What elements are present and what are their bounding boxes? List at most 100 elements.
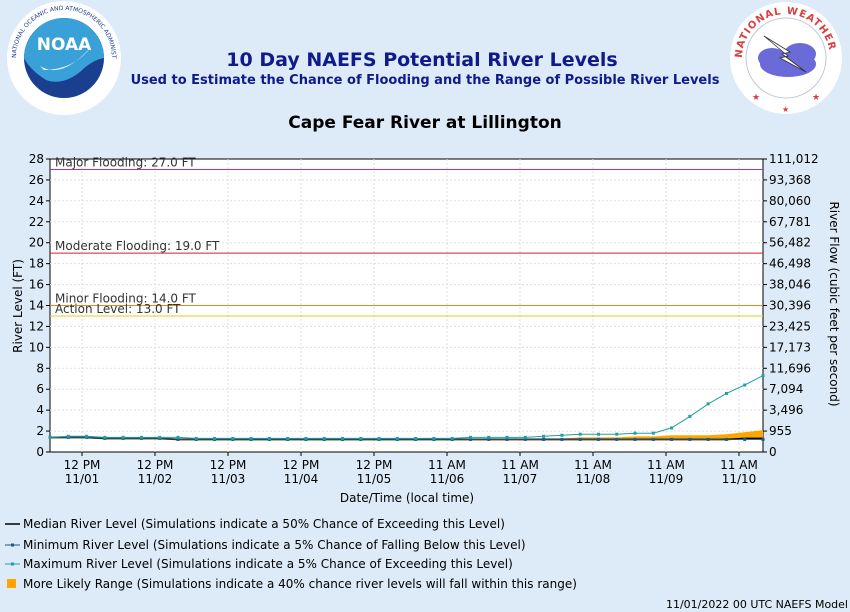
- y2-tick-label: 0: [769, 445, 777, 459]
- series-minimum-point: [670, 437, 674, 441]
- x-tick-date: 11/09: [649, 472, 684, 486]
- series-minimum-point: [688, 437, 692, 441]
- threshold-label: Minor Flooding: 14.0 FT: [55, 292, 197, 306]
- series-maximum-point: [688, 414, 692, 418]
- y2-axis-label: River Flow (cubic feet per second): [827, 201, 841, 406]
- series-maximum-point: [341, 436, 345, 440]
- series-minimum-point: [468, 437, 472, 441]
- threshold-label: Moderate Flooding: 19.0 FT: [55, 239, 220, 253]
- nws-star-icon: ★: [812, 93, 820, 103]
- legend: Median River Level (Simulations indicate…: [5, 517, 577, 591]
- series-maximum-point: [432, 436, 436, 440]
- y-tick-label: 10: [29, 340, 44, 354]
- threshold-label: Major Flooding: 27.0 FT: [55, 155, 196, 169]
- series-maximum-point: [487, 435, 491, 439]
- x-tick-time: 12 PM: [137, 458, 174, 472]
- x-tick-time: 11 AM: [428, 458, 466, 472]
- y2-tick-label: 955: [769, 424, 792, 438]
- y-tick-label: 16: [29, 278, 44, 292]
- series-maximum-point: [304, 436, 308, 440]
- series-maximum-point: [615, 432, 619, 436]
- y2-tick-label: 80,060: [769, 194, 811, 208]
- series-maximum-point: [450, 436, 454, 440]
- series-maximum-point: [395, 436, 399, 440]
- series-maximum-point: [121, 435, 125, 439]
- x-tick-time: 11 AM: [647, 458, 685, 472]
- y-tick-label: 6: [36, 382, 44, 396]
- y2-tick-label: 23,425: [769, 319, 811, 333]
- x-tick-time: 12 PM: [283, 458, 320, 472]
- series-maximum-point: [359, 436, 363, 440]
- y2-tick-label: 111,012: [769, 152, 819, 166]
- series-maximum-point: [414, 436, 418, 440]
- series-maximum-point: [66, 434, 70, 438]
- series-maximum-point: [322, 436, 326, 440]
- x-tick-date: 11/02: [138, 472, 173, 486]
- y2-tick-label: 3,496: [769, 403, 803, 417]
- y-tick-label: 14: [29, 299, 44, 313]
- range-band: [50, 430, 763, 441]
- series-maximum-point: [724, 391, 728, 395]
- series-maximum-point: [505, 435, 509, 439]
- series-maximum-point: [267, 436, 271, 440]
- series-minimum-point: [578, 437, 582, 441]
- series-maximum-point: [249, 436, 253, 440]
- y2-tick-label: 38,046: [769, 278, 811, 292]
- series-maximum-point: [761, 374, 765, 378]
- series-minimum-point: [724, 437, 728, 441]
- series-maximum-point: [194, 436, 198, 440]
- series-maximum-point: [213, 436, 217, 440]
- series-maximum-line: [49, 375, 764, 439]
- legend-label-median: Median River Level (Simulations indicate…: [23, 517, 505, 531]
- y2-tick-label: 17,173: [769, 340, 811, 354]
- x-tick-date: 11/10: [722, 472, 757, 486]
- series-maximum-point: [231, 436, 235, 440]
- y-axis-right: 0 955 3,496 7,094 11,696 17,173 23,425 30,396 38…: [763, 152, 819, 459]
- series-minimum-point: [633, 437, 637, 441]
- y-tick-label: 28: [29, 152, 44, 166]
- series-minimum-point: [505, 437, 509, 441]
- series-minimum-point: [615, 437, 619, 441]
- chart-title: 10 Day NAEFS Potential River Levels: [226, 49, 617, 71]
- series-maximum-point: [158, 435, 162, 439]
- y-tick-label: 22: [29, 215, 44, 229]
- series-maximum-point: [706, 402, 710, 406]
- series-maximum-point: [377, 436, 381, 440]
- legend-item-range: More Likely Range (Simulations indicate …: [7, 577, 577, 591]
- chart-subtitle: Used to Estimate the Chance of Flooding …: [131, 73, 720, 88]
- series-maximum-point: [286, 436, 290, 440]
- x-tick-date: 11/03: [211, 472, 246, 486]
- x-tick-date: 11/05: [357, 472, 392, 486]
- x-tick-time: 11 AM: [574, 458, 612, 472]
- y2-tick-label: 11,696: [769, 361, 811, 375]
- x-tick-time: 12 PM: [64, 458, 101, 472]
- y-tick-label: 26: [29, 173, 44, 187]
- grid: [50, 159, 763, 452]
- x-tick-time: 11 AM: [501, 458, 539, 472]
- series-minimum-point: [743, 437, 747, 441]
- series-maximum-point: [48, 435, 52, 439]
- series-minimum-point: [761, 437, 765, 441]
- series-maximum-point: [670, 426, 674, 430]
- series-maximum-point: [85, 434, 89, 438]
- nws-star-icon: ★: [782, 105, 789, 114]
- series-maximum-point: [468, 435, 472, 439]
- series-minimum-line: [50, 436, 763, 440]
- series-minimum-point: [176, 437, 180, 441]
- y2-tick-label: 30,396: [769, 299, 811, 313]
- x-tick-date: 11/06: [430, 472, 465, 486]
- series-maximum-point: [560, 433, 564, 437]
- legend-item-median: Median River Level (Simulations indicate…: [5, 517, 505, 531]
- x-axis-label: Date/Time (local time): [340, 491, 474, 505]
- series-maximum-point: [139, 435, 143, 439]
- series-minimum-point: [523, 437, 527, 441]
- x-tick-date: 11/01: [65, 472, 100, 486]
- legend-label-minimum: Minimum River Level (Simulations indicat…: [23, 538, 526, 552]
- series-minimum-point: [487, 437, 491, 441]
- series-maximum-point: [103, 435, 107, 439]
- series-maximum-point: [651, 431, 655, 435]
- series-maximum-point: [542, 434, 546, 438]
- series-minimum-point: [542, 437, 546, 441]
